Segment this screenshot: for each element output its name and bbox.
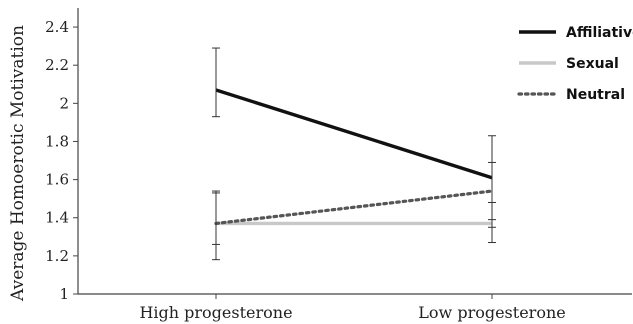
y-tick-label: 2.4 [45,18,69,36]
y-tick-label: 1.6 [45,171,69,189]
legend-label-neutral: Neutral [566,87,625,103]
series-line-neutral [214,189,494,226]
error-bar-affiliative [212,47,220,118]
y-tick-label: 1.4 [45,209,69,227]
series-line-affiliative [215,88,493,180]
y-tick-label: 1 [59,285,69,303]
y-axis-ticks: 1 1.2 1.4 1.6 1.8 2 2.2 2.4 [45,18,78,303]
legend: Affiliative Sexual Neutral [517,25,633,103]
x-category-label: High progesterone [139,303,292,322]
error-bar-neutral [488,161,496,228]
y-tick-label: 1.2 [45,247,69,265]
y-tick-label: 1.8 [45,132,69,150]
y-tick-label: 2 [59,94,69,112]
y-axis-title: Average Homoerotic Motivation [8,25,28,302]
y-tick-label: 2.2 [45,56,69,74]
series-layer [214,88,494,226]
x-axis-categories: High progesterone Low progesterone [139,294,566,322]
error-bar-neutral [212,190,220,245]
error-bars [212,47,496,261]
axes [77,8,632,295]
x-category-label: Low progesterone [418,303,565,322]
legend-label-affiliative: Affiliative [566,25,633,41]
legend-label-sexual: Sexual [566,56,619,72]
